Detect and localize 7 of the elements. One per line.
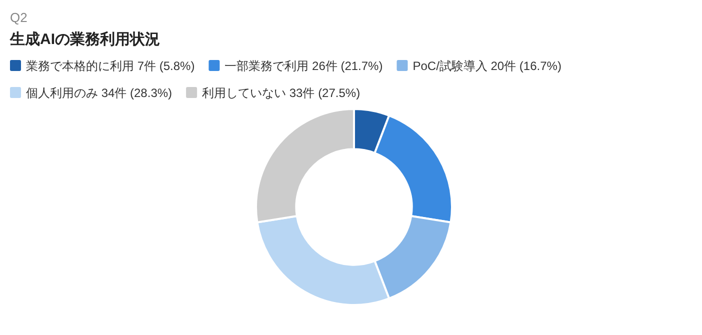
chart-title: 生成AIの業務利用状況 (9, 31, 160, 48)
legend-label: 利用していない 33件 (27.5%) (202, 86, 360, 100)
legend-label: 個人利用のみ 34件 (28.3%) (26, 86, 172, 100)
chart-subtitle: Q2 (10, 10, 28, 25)
legend-label: 業務で本格的に利用 7件 (5.8%) (26, 59, 195, 73)
legend-label: PoC/試験導入 20件 (16.7%) (412, 59, 562, 73)
legend-label: 一部業務で利用 26件 (21.7%) (224, 59, 383, 73)
